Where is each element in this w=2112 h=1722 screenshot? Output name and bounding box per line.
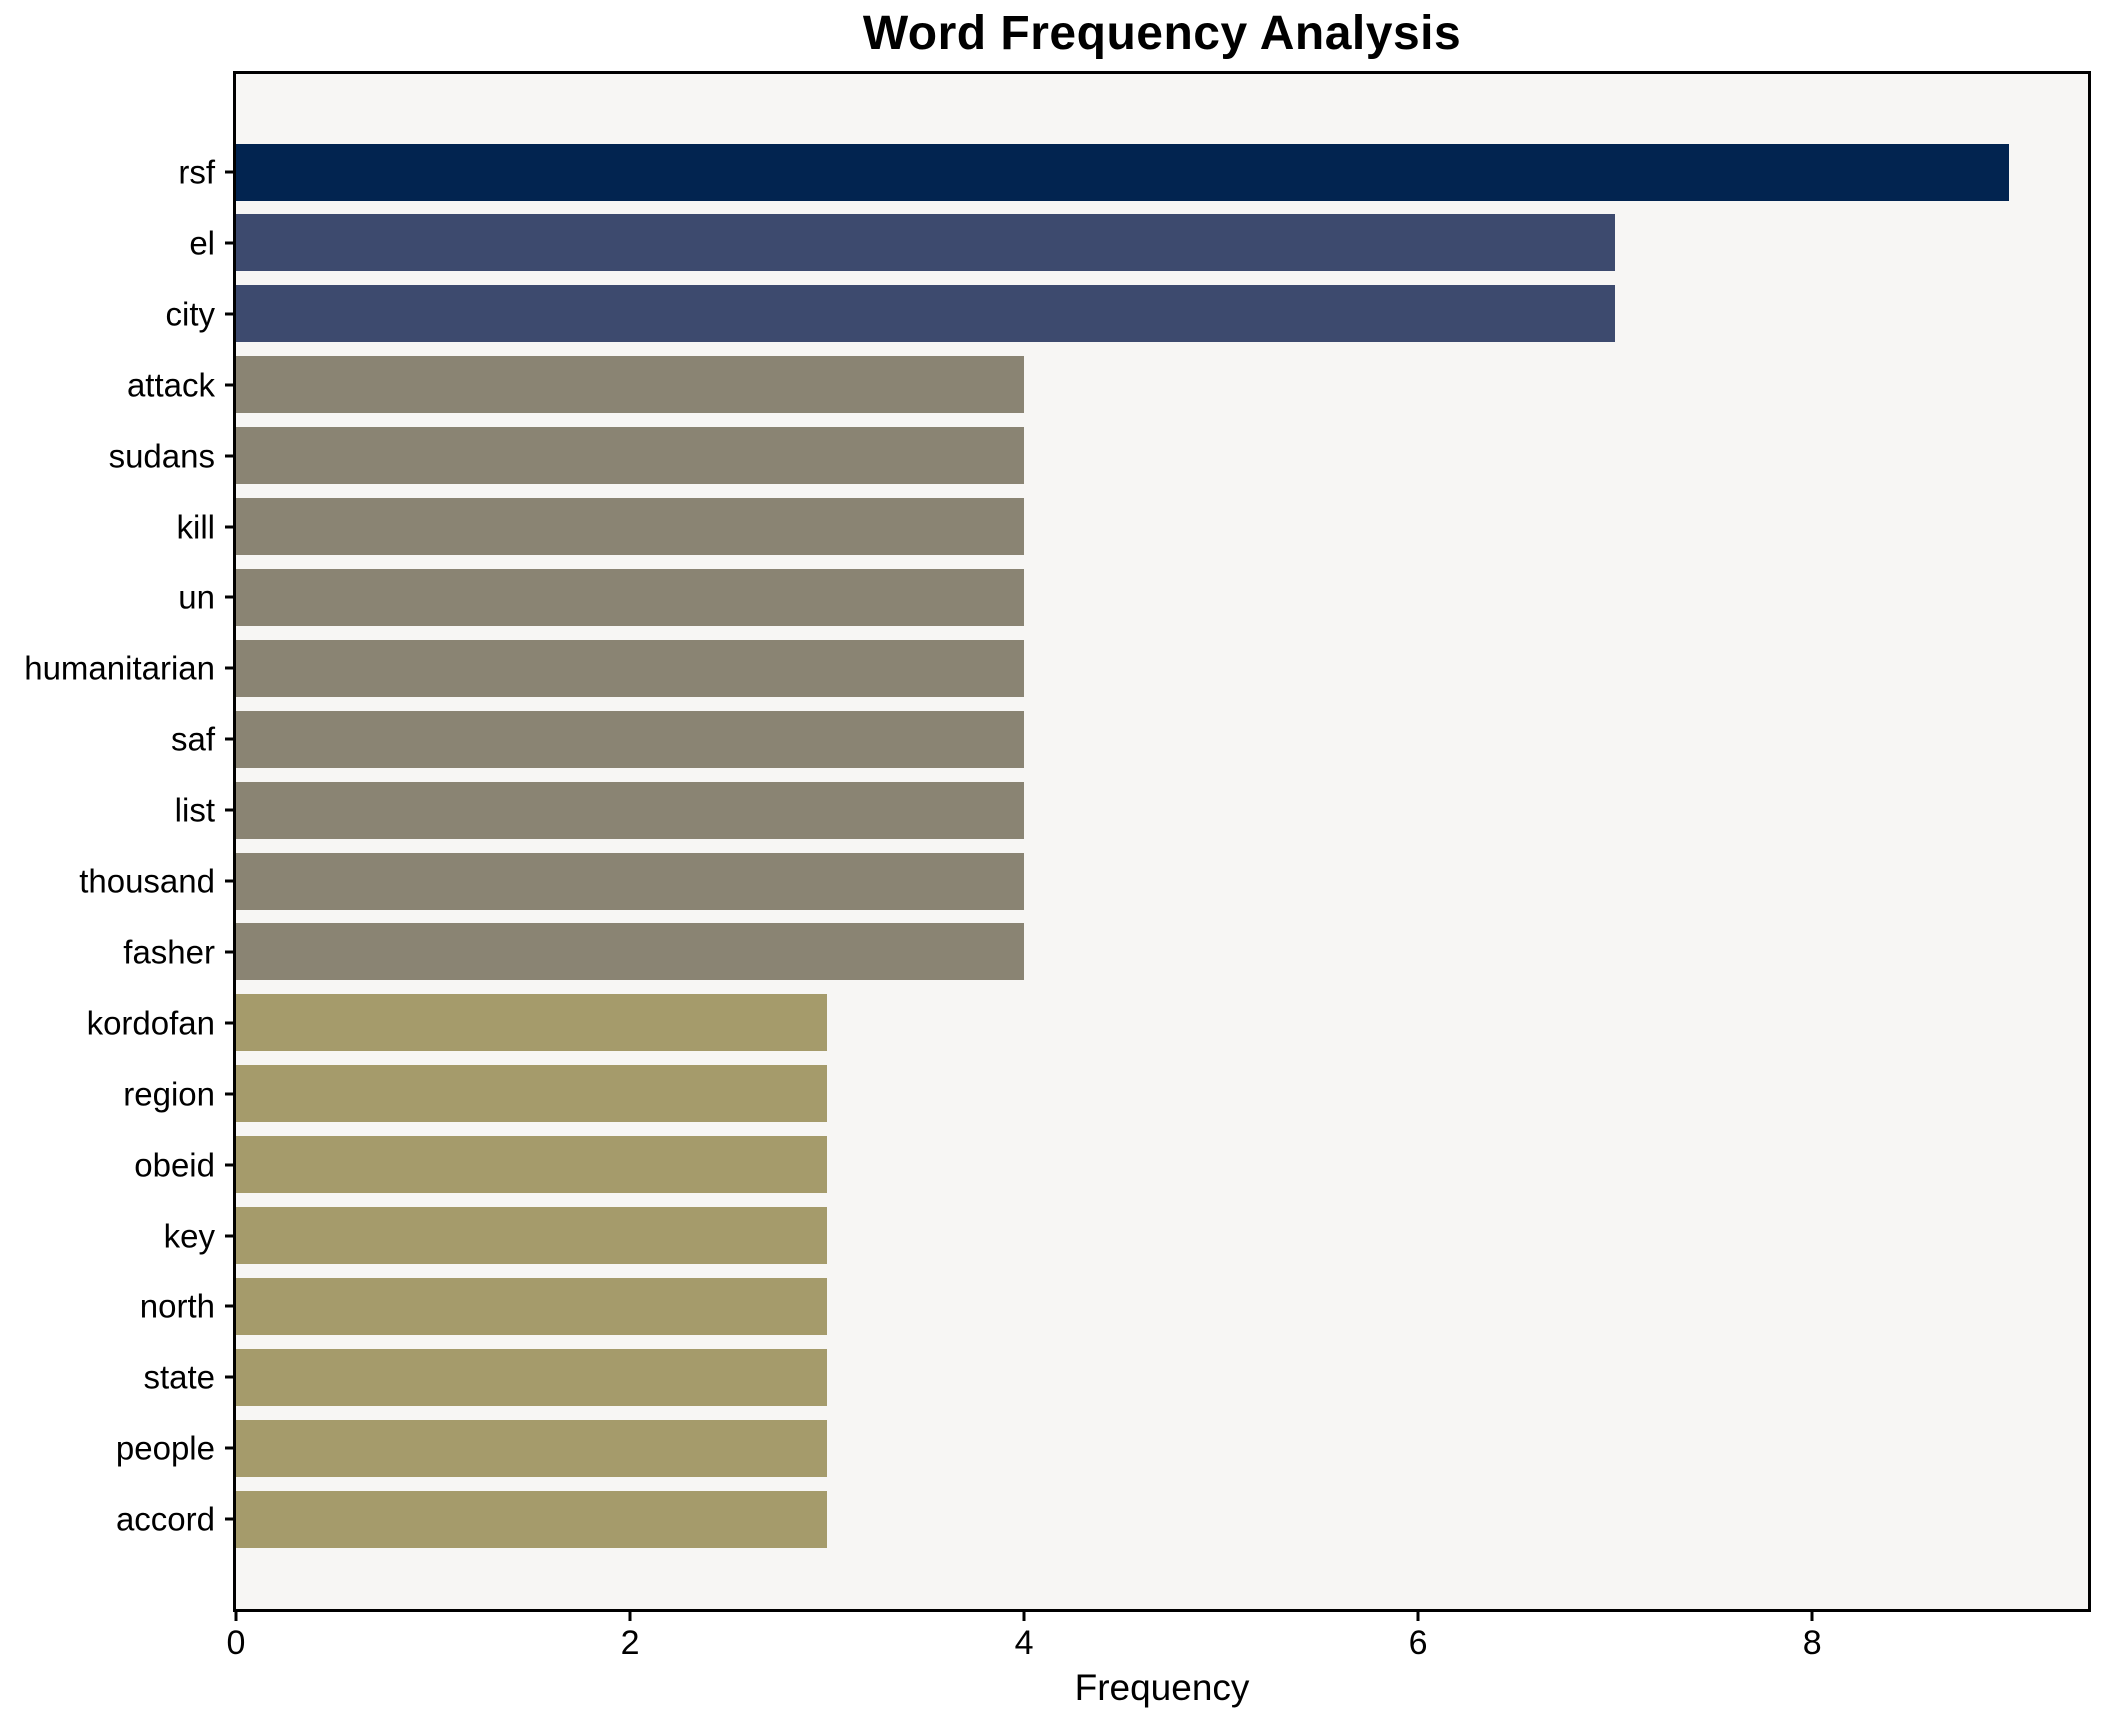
- category-label-accord: accord: [115, 1500, 215, 1538]
- bar-obeid: [236, 1136, 828, 1194]
- bar-el: [236, 214, 1616, 272]
- bar-accord: [236, 1490, 828, 1548]
- y-tick-mark: [225, 1021, 236, 1025]
- category-label-region: region: [123, 1075, 215, 1113]
- x-tick-mark: [1416, 1609, 1420, 1621]
- category-label-people: people: [115, 1429, 215, 1467]
- y-tick-mark: [225, 737, 236, 741]
- y-tick-mark: [225, 1163, 236, 1167]
- category-label-un: un: [178, 578, 215, 616]
- bar-rsf: [236, 143, 2010, 201]
- bar-thousand: [236, 852, 1025, 910]
- x-tick-label: 4: [1014, 1624, 1034, 1662]
- bar-list: [236, 781, 1025, 839]
- x-tick-label: 2: [620, 1624, 640, 1662]
- y-tick-mark: [225, 1446, 236, 1450]
- y-tick-mark: [225, 241, 236, 245]
- category-label-state: state: [143, 1358, 215, 1396]
- y-tick-mark: [225, 1517, 236, 1521]
- bar-north: [236, 1277, 828, 1335]
- bar-attack: [236, 356, 1025, 414]
- bar-kordofan: [236, 994, 828, 1052]
- category-label-saf: saf: [170, 720, 215, 758]
- category-label-rsf: rsf: [178, 153, 215, 191]
- category-label-north: north: [139, 1287, 215, 1325]
- category-label-list: list: [174, 791, 215, 829]
- y-tick-mark: [225, 1304, 236, 1308]
- category-label-fasher: fasher: [123, 933, 215, 971]
- bar-city: [236, 285, 1616, 343]
- bar-un: [236, 568, 1025, 626]
- category-label-humanitarian: humanitarian: [24, 649, 215, 687]
- bar-sudans: [236, 427, 1025, 485]
- bar-humanitarian: [236, 639, 1025, 697]
- x-tick-label: 8: [1802, 1624, 1822, 1662]
- category-label-sudans: sudans: [108, 437, 215, 475]
- x-tick-mark: [1022, 1609, 1026, 1621]
- y-tick-mark: [225, 666, 236, 670]
- category-label-kill: kill: [176, 508, 216, 545]
- y-tick-mark: [225, 170, 236, 174]
- plot-area: Frequency rsf el city attack sudans kill un hum…: [24, 71, 2091, 1706]
- y-tick-mark: [225, 454, 236, 458]
- x-tick-label: 0: [226, 1624, 246, 1662]
- y-tick-mark: [225, 950, 236, 954]
- bar-key: [236, 1207, 828, 1264]
- x-tick-mark: [628, 1609, 632, 1621]
- category-label-thousand: thousand: [79, 862, 215, 900]
- bar-state: [236, 1348, 828, 1406]
- category-label-key: key: [163, 1217, 215, 1254]
- bar-people: [236, 1419, 828, 1477]
- chart-title: Word Frequency Analysis: [862, 7, 1462, 60]
- y-tick-mark: [225, 1375, 236, 1379]
- category-label-kordofan: kordofan: [86, 1004, 215, 1042]
- y-tick-mark: [225, 1234, 236, 1237]
- y-tick-mark: [225, 879, 236, 883]
- bar-fasher: [236, 923, 1025, 981]
- bar-region: [236, 1065, 828, 1123]
- y-tick-mark: [225, 808, 236, 812]
- y-tick-mark: [225, 1092, 236, 1096]
- category-label-obeid: obeid: [134, 1146, 215, 1184]
- category-label-attack: attack: [126, 366, 215, 404]
- category-label-city: city: [165, 295, 216, 333]
- y-tick-mark: [225, 595, 236, 599]
- x-tick-mark: [234, 1609, 238, 1621]
- x-tick-label: 6: [1408, 1624, 1428, 1662]
- category-label-el: el: [189, 224, 215, 262]
- bar-kill: [236, 498, 1025, 555]
- x-tick-mark: [1810, 1609, 1814, 1621]
- bar-saf: [236, 710, 1025, 768]
- x-axis-label: Frequency: [1074, 1667, 1250, 1708]
- y-tick-mark: [225, 525, 236, 528]
- y-tick-mark: [225, 312, 236, 316]
- y-tick-mark: [225, 383, 236, 387]
